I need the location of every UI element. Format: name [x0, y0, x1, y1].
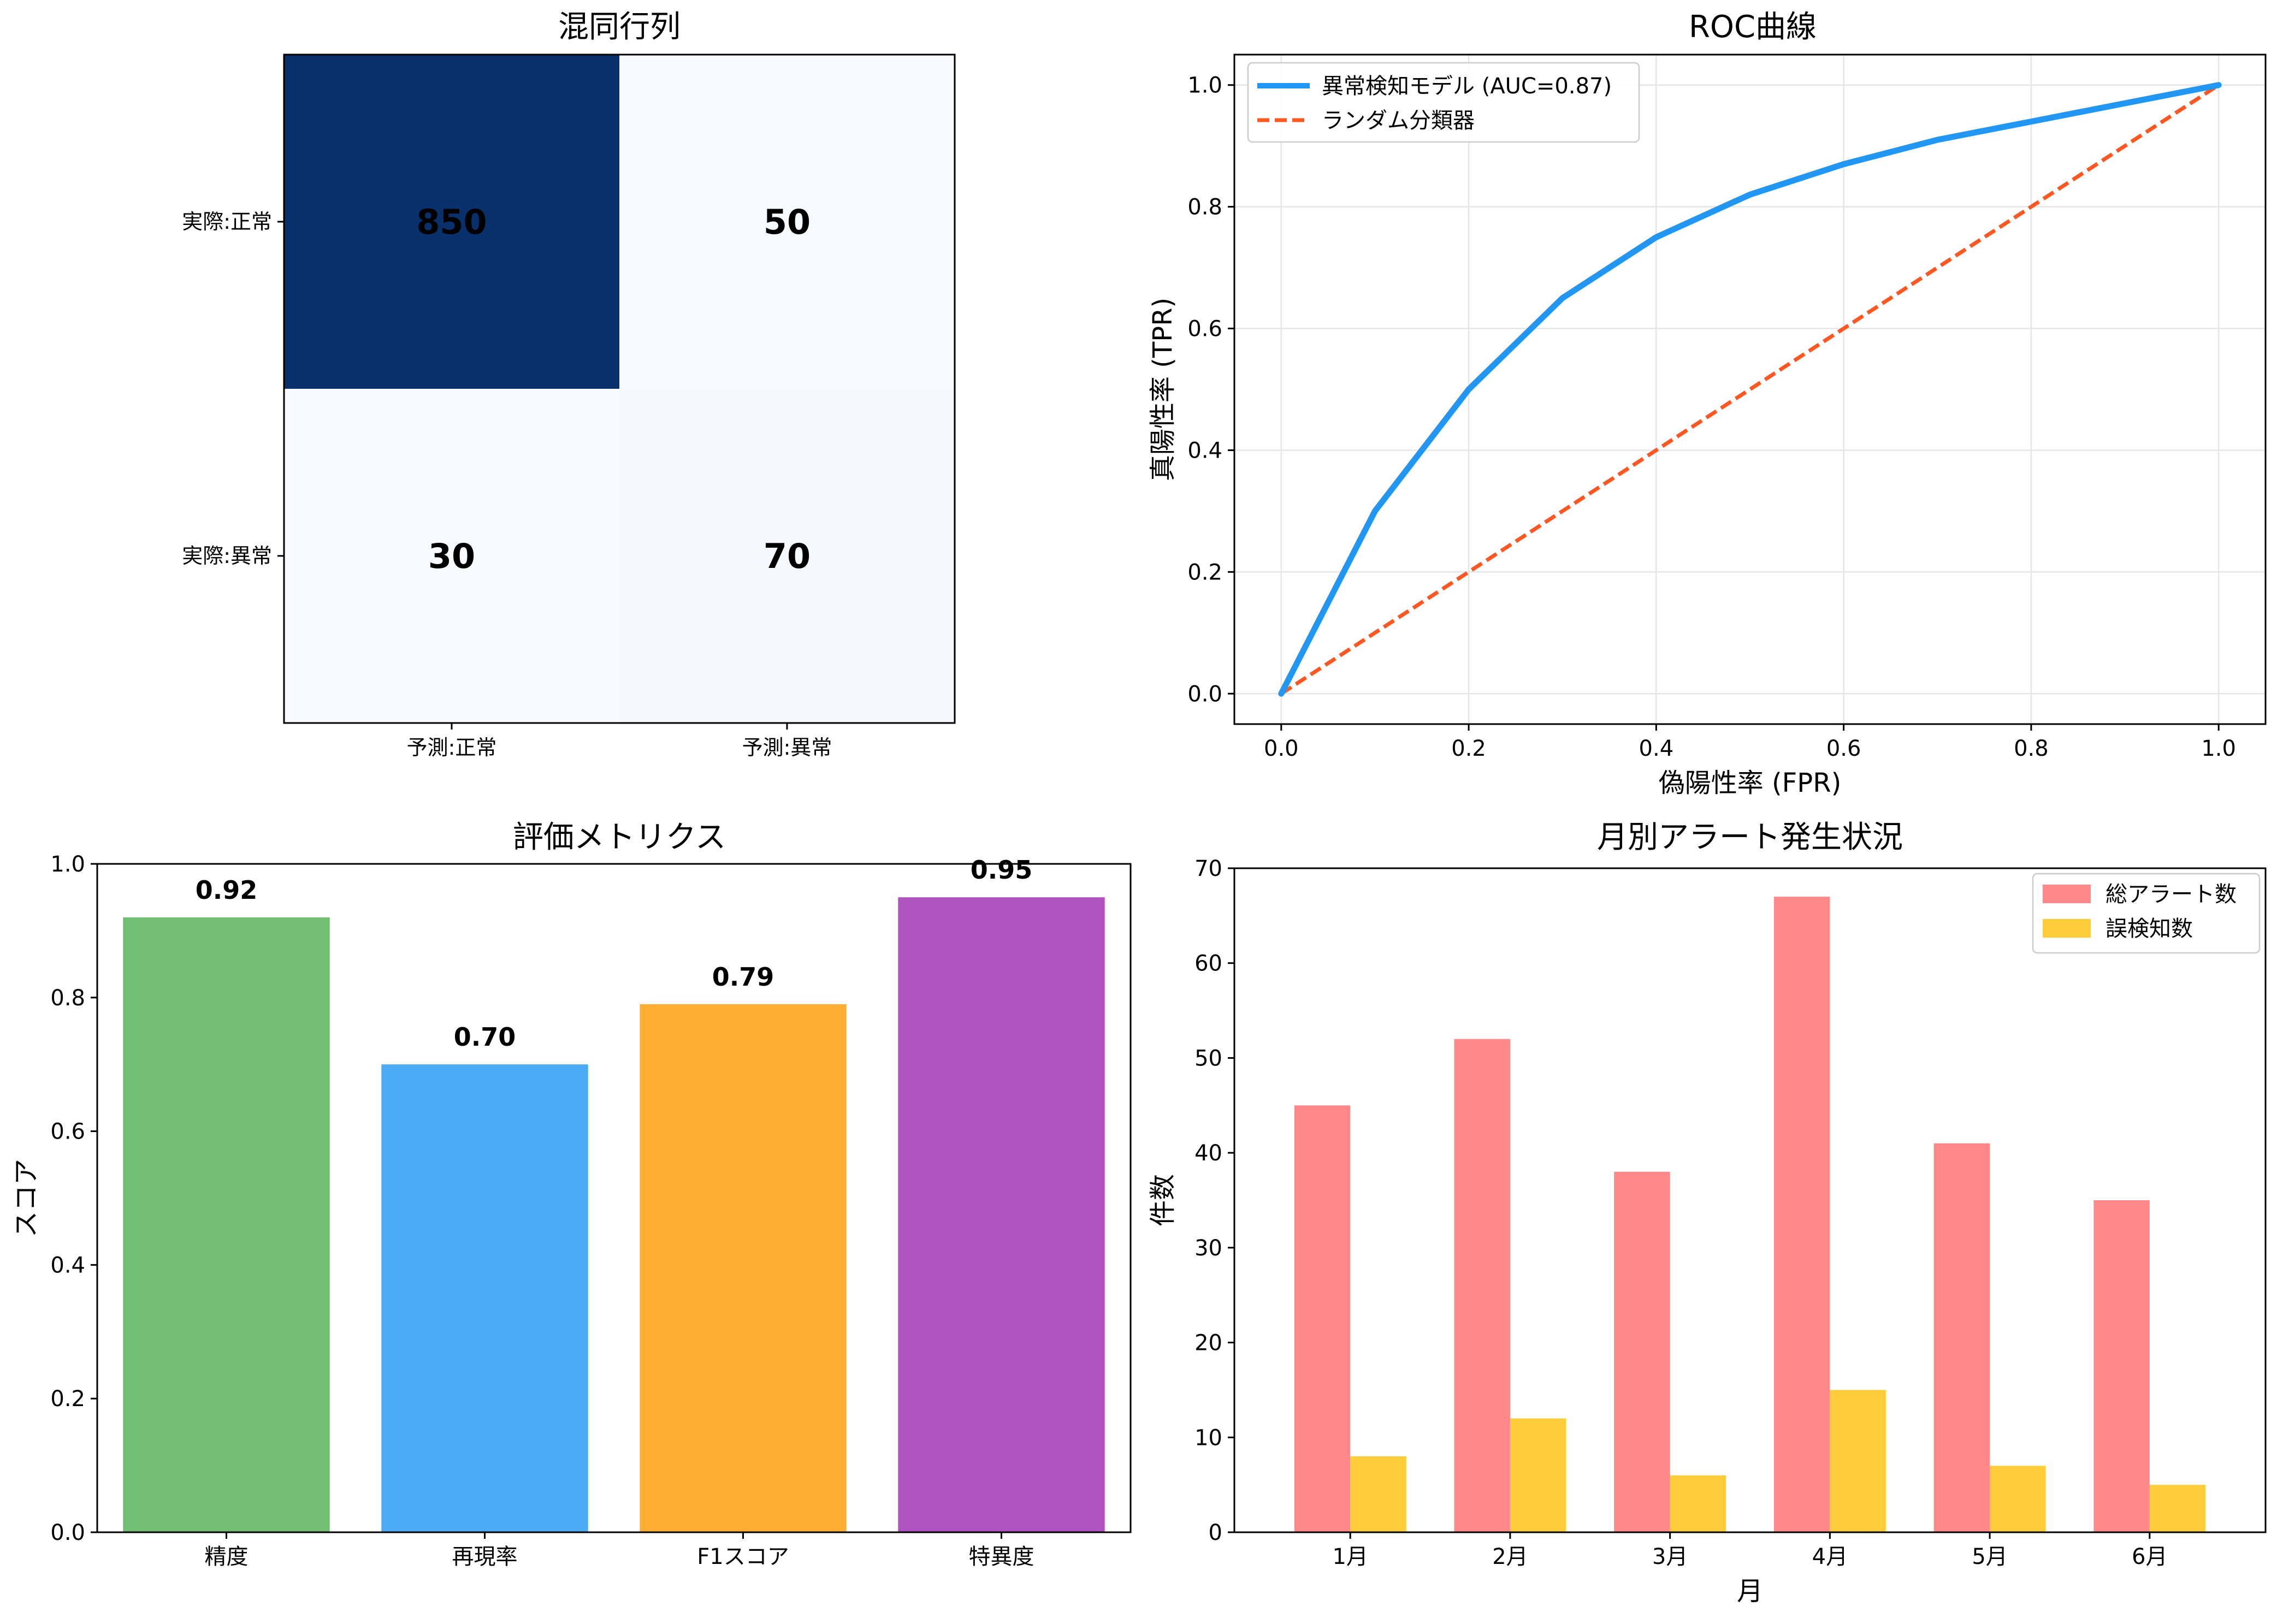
alerts-legend-total-swatch	[2043, 885, 2091, 903]
roc-x-tick-label: 0.2	[1451, 736, 1486, 761]
false-detections-bar	[1990, 1466, 2046, 1532]
confusion-matrix-cell-value: 70	[764, 536, 811, 576]
alerts-y-tick-label: 20	[1194, 1331, 1222, 1356]
roc-y-tick-label: 1.0	[1187, 73, 1222, 98]
confusion-matrix-cell	[284, 55, 619, 389]
metrics-y-tick-label: 0.8	[50, 986, 85, 1011]
roc-legend-model-label: 異常検知モデル (AUC=0.87)	[1322, 74, 1612, 99]
roc-random-line	[1280, 83, 2220, 696]
metrics-y-tick-label: 0.4	[50, 1253, 85, 1278]
confusion-matrix-row-label: 実際:正常	[182, 210, 272, 234]
total-alerts-bar	[1294, 1105, 1351, 1532]
false-detections-bar	[1510, 1418, 1566, 1532]
false-detections-bar	[1670, 1475, 1726, 1532]
alerts-legend-false-label: 誤検知数	[2106, 916, 2193, 941]
confusion-matrix-col-label: 予測:異常	[742, 736, 832, 760]
confusion-matrix-cell-value: 30	[428, 536, 475, 576]
roc-title: ROC曲線	[1689, 9, 1817, 45]
alerts-x-axis-label: 月	[1737, 1576, 1763, 1607]
metrics-x-tick-label: 精度	[205, 1544, 249, 1569]
confusion-matrix-row-label: 実際:異常	[182, 544, 272, 568]
alerts-x-tick-label: 4月	[1812, 1544, 1848, 1569]
alerts-panel: 月別アラート発生状況 1月 2月 3月 4月 5月 6月 0 10 20 30 40 50 60 70 月…	[1148, 820, 2267, 1607]
alerts-y-axis-label: 件数	[1148, 1174, 1178, 1226]
alerts-plot-frame	[1233, 867, 2267, 1533]
metrics-title: 評価メトリクス	[513, 820, 726, 855]
roc-y-tick-label: 0.4	[1187, 438, 1222, 463]
roc-x-tick-label: 1.0	[2201, 736, 2236, 761]
metric-bar-value-label: 0.79	[712, 962, 774, 992]
alerts-legend-false-swatch	[2043, 919, 2091, 938]
roc-panel: ROC曲線 0.0 0.2 0.4 0.6 0.8 1.0 0.0 0.2 0.4 0.6 0.8 1…	[1148, 9, 2267, 798]
roc-x-tick-label: 0.8	[2014, 736, 2049, 761]
total-alerts-bar	[2093, 1200, 2150, 1532]
metric-bar-value-label: 0.70	[454, 1022, 516, 1052]
metrics-x-tick-label: 再現率	[452, 1544, 518, 1569]
total-alerts-bar	[1933, 1143, 1990, 1532]
metric-bar	[640, 1004, 847, 1532]
roc-x-tick-label: 0.6	[1826, 736, 1861, 761]
roc-model-line	[1278, 82, 2222, 697]
alerts-title: 月別アラート発生状況	[1597, 820, 1903, 855]
confusion-matrix-cell	[284, 389, 619, 723]
alerts-y-tick-label: 40	[1194, 1141, 1222, 1166]
total-alerts-bar	[1454, 1039, 1510, 1532]
roc-y-tick-label: 0.0	[1187, 681, 1222, 707]
metrics-x-tick-label: F1スコア	[697, 1544, 789, 1569]
metrics-y-tick-label: 0.2	[50, 1386, 85, 1412]
roc-y-tick-label: 0.8	[1187, 195, 1222, 220]
alerts-y-tick-label: 50	[1194, 1046, 1222, 1071]
roc-y-tick-label: 0.2	[1187, 560, 1222, 585]
alerts-y-tick-label: 60	[1194, 951, 1222, 976]
roc-legend: 異常検知モデル (AUC=0.87) ランダム分類器	[1247, 62, 1640, 143]
false-detections-bar	[2149, 1485, 2206, 1532]
alerts-y-tick-label: 0	[1209, 1520, 1222, 1545]
confusion-matrix-cell	[619, 389, 955, 723]
roc-legend-random-label: ランダム分類器	[1322, 108, 1475, 133]
metrics-y-tick-label: 0.0	[50, 1520, 85, 1545]
metrics-y-axis-label: スコア	[11, 1159, 42, 1237]
roc-x-tick-label: 0.4	[1639, 736, 1674, 761]
alerts-x-tick-label: 5月	[1972, 1544, 2007, 1569]
false-detections-bar	[1350, 1456, 1406, 1532]
roc-x-axis-label: 偽陽性率 (FPR)	[1659, 768, 1842, 798]
roc-legend-box	[1247, 62, 1640, 143]
alerts-x-tick-label: 6月	[2132, 1544, 2167, 1569]
alerts-y-tick-label: 10	[1194, 1425, 1222, 1450]
confusion-matrix-title: 混同行列	[558, 9, 681, 45]
total-alerts-bar	[1773, 897, 1830, 1532]
alerts-x-tick-label: 2月	[1492, 1544, 1528, 1569]
metrics-y-tick-label: 0.6	[50, 1119, 85, 1145]
metrics-plot-frame	[96, 863, 1132, 1533]
false-detections-bar	[1830, 1390, 1886, 1532]
confusion-matrix-cell-value: 850	[416, 202, 487, 242]
alerts-y-tick-label: 70	[1194, 856, 1222, 881]
metric-bar	[381, 1064, 588, 1532]
alerts-x-tick-label: 3月	[1652, 1544, 1688, 1569]
metrics-panel: 評価メトリクス 0.92 0.70 0.79 0.95 精度 再現率 F1スコア 特異度 0.…	[11, 820, 1132, 1569]
confusion-matrix-cell-value: 50	[764, 202, 811, 242]
confusion-matrix-frame	[283, 54, 956, 724]
roc-y-tick-label: 0.6	[1187, 317, 1222, 342]
alerts-legend: 総アラート数 誤検知数	[2032, 873, 2261, 954]
alerts-y-tick-label: 30	[1194, 1236, 1222, 1261]
roc-x-tick-label: 0.0	[1264, 736, 1299, 761]
metric-bar	[898, 897, 1105, 1532]
alerts-x-tick-label: 1月	[1332, 1544, 1368, 1569]
metric-bar	[123, 917, 330, 1532]
total-alerts-bar	[1614, 1171, 1670, 1532]
metrics-y-tick-label: 1.0	[50, 852, 85, 877]
confusion-matrix-cell	[619, 55, 955, 389]
roc-y-axis-label: 真陽性率 (TPR)	[1148, 298, 1178, 481]
metric-bar-value-label: 0.92	[196, 875, 258, 905]
roc-plot-frame	[1233, 54, 2267, 725]
metric-bar-value-label: 0.95	[971, 855, 1033, 885]
confusion-matrix-col-label: 予測:正常	[407, 736, 497, 760]
alerts-legend-total-label: 総アラート数	[2106, 882, 2237, 907]
metrics-x-tick-label: 特異度	[969, 1544, 1034, 1569]
